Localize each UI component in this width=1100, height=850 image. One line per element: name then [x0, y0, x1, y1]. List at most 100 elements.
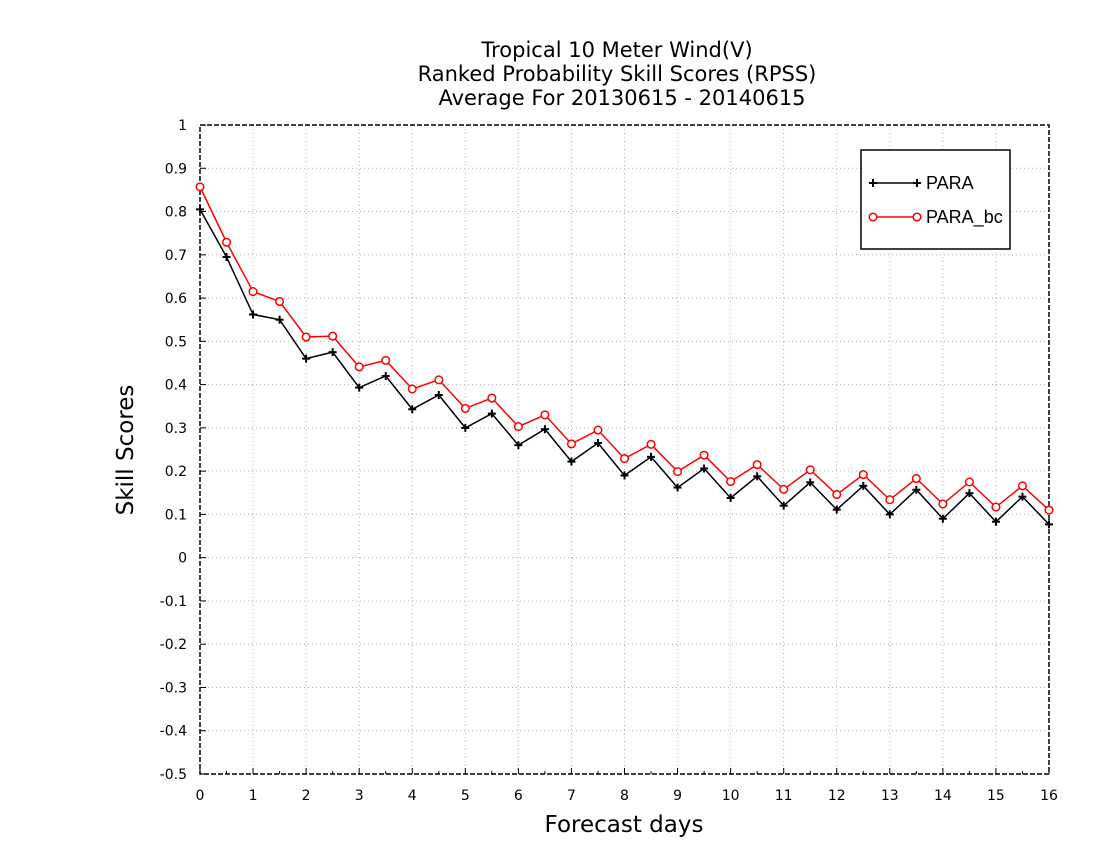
data-point-plus — [540, 425, 549, 434]
data-point-circle — [354, 362, 364, 372]
x-tick-label: 2 — [302, 788, 311, 804]
data-point-plus — [700, 464, 709, 473]
legend-label: PARA — [926, 173, 974, 193]
y-tick-label: -0.3 — [160, 680, 187, 696]
data-point-circle — [699, 450, 709, 460]
data-point-circle — [301, 332, 311, 342]
legend-label: PARA_bc — [926, 207, 1003, 228]
data-point-circle — [328, 331, 338, 341]
data-point-plus — [381, 371, 390, 380]
y-tick-label: 0.8 — [165, 205, 187, 221]
x-tick-label: 5 — [461, 788, 470, 804]
x-tick-label: 1 — [249, 788, 258, 804]
x-tick-label: 12 — [828, 788, 846, 804]
data-point-plus — [249, 310, 258, 319]
legend-item: PARA — [869, 173, 974, 193]
data-point-plus — [938, 514, 947, 523]
data-point-circle — [752, 460, 762, 470]
x-tick-label: 16 — [1040, 788, 1058, 804]
legend: PARA PARA_bc — [860, 149, 1011, 250]
data-point-plus — [726, 493, 735, 502]
data-point-plus — [514, 441, 523, 450]
data-point-circle — [805, 465, 815, 475]
x-tick-label: 4 — [408, 788, 417, 804]
data-point-plus — [913, 179, 921, 187]
data-point-circle — [275, 296, 285, 307]
x-tick-label: 15 — [987, 788, 1005, 804]
data-point-plus — [779, 501, 788, 510]
data-point-plus — [673, 483, 682, 492]
gridlines — [200, 125, 1049, 774]
y-axis: 1 0.9 0.8 0.7 0.6 0.5 0.4 0.3 0.2 0.1 0 -0.1 -0.2 -0.… — [160, 118, 206, 783]
data-point-circle — [726, 476, 736, 487]
data-point-circle — [832, 489, 842, 500]
title-line-1: Tropical 10 Meter Wind(V) — [480, 38, 752, 62]
x-tick-label: 0 — [196, 788, 205, 804]
y-tick-label: -0.4 — [160, 724, 187, 740]
data-point-plus — [806, 478, 815, 487]
data-point-plus — [487, 409, 496, 418]
data-point-circle — [195, 182, 205, 192]
data-point-plus — [593, 439, 602, 448]
data-point-circle — [487, 393, 497, 403]
title-line-2: Ranked Probability Skill Scores (RPSS) — [418, 62, 817, 86]
y-tick-label: -0.2 — [160, 637, 187, 653]
data-point-plus — [328, 348, 337, 357]
y-tick-label: 0 — [178, 551, 187, 567]
data-point-plus — [647, 452, 656, 461]
data-point-plus — [869, 179, 877, 187]
data-point-circle — [407, 384, 417, 394]
x-tick-label: 10 — [722, 788, 740, 804]
data-point-circle — [540, 410, 550, 420]
data-point-circle — [858, 470, 868, 480]
x-tick-label: 14 — [934, 788, 952, 804]
data-point-circle — [938, 499, 948, 509]
chart-title: Tropical 10 Meter Wind(V) Ranked Probabi… — [418, 38, 817, 110]
y-tick-label: 1 — [178, 118, 187, 134]
data-point-circle — [593, 425, 603, 435]
x-tick-label: 9 — [673, 788, 682, 804]
data-point-circle — [779, 484, 789, 494]
data-point-circle — [646, 439, 656, 449]
y-tick-label: 0.6 — [165, 291, 187, 307]
y-tick-label: 0.7 — [165, 248, 187, 264]
data-point-circle — [513, 422, 523, 432]
x-tick-label: 3 — [355, 788, 364, 804]
data-point-plus — [753, 472, 762, 481]
data-point-plus — [620, 471, 629, 480]
data-point-circle — [248, 287, 258, 297]
x-tick-label: 13 — [881, 788, 899, 804]
x-tick-label: 7 — [567, 788, 576, 804]
x-tick-label: 6 — [514, 788, 523, 804]
data-point-circle — [381, 355, 391, 365]
y-tick-label: 0.2 — [165, 464, 187, 480]
data-point-circle — [964, 477, 974, 487]
data-point-circle — [619, 454, 630, 464]
y-tick-label: -0.1 — [160, 594, 187, 610]
data-point-plus — [275, 315, 284, 324]
series-layer — [195, 182, 1054, 529]
x-tick-label: 8 — [620, 788, 629, 804]
legend-box — [860, 149, 1011, 250]
data-point-circle — [991, 502, 1001, 512]
x-axis-title: Forecast days — [545, 812, 704, 838]
data-point-plus — [1045, 520, 1053, 529]
data-point-plus — [302, 354, 311, 363]
data-point-plus — [196, 205, 204, 214]
data-point-circle — [1044, 505, 1054, 515]
data-point-plus — [434, 390, 443, 399]
y-tick-label: 0.4 — [165, 378, 187, 394]
data-point-circle — [460, 403, 470, 413]
data-point-plus — [832, 505, 841, 514]
data-point-plus — [408, 405, 417, 414]
y-tick-label: -0.5 — [160, 767, 187, 783]
data-point-plus — [222, 252, 231, 261]
data-point-plus — [461, 423, 470, 432]
data-point-plus — [1018, 492, 1027, 501]
data-point-circle — [911, 473, 921, 484]
data-point-circle — [673, 467, 683, 477]
series-para-bc — [195, 182, 1054, 515]
data-point-plus — [859, 481, 868, 490]
y-tick-label: 0.9 — [165, 161, 187, 177]
